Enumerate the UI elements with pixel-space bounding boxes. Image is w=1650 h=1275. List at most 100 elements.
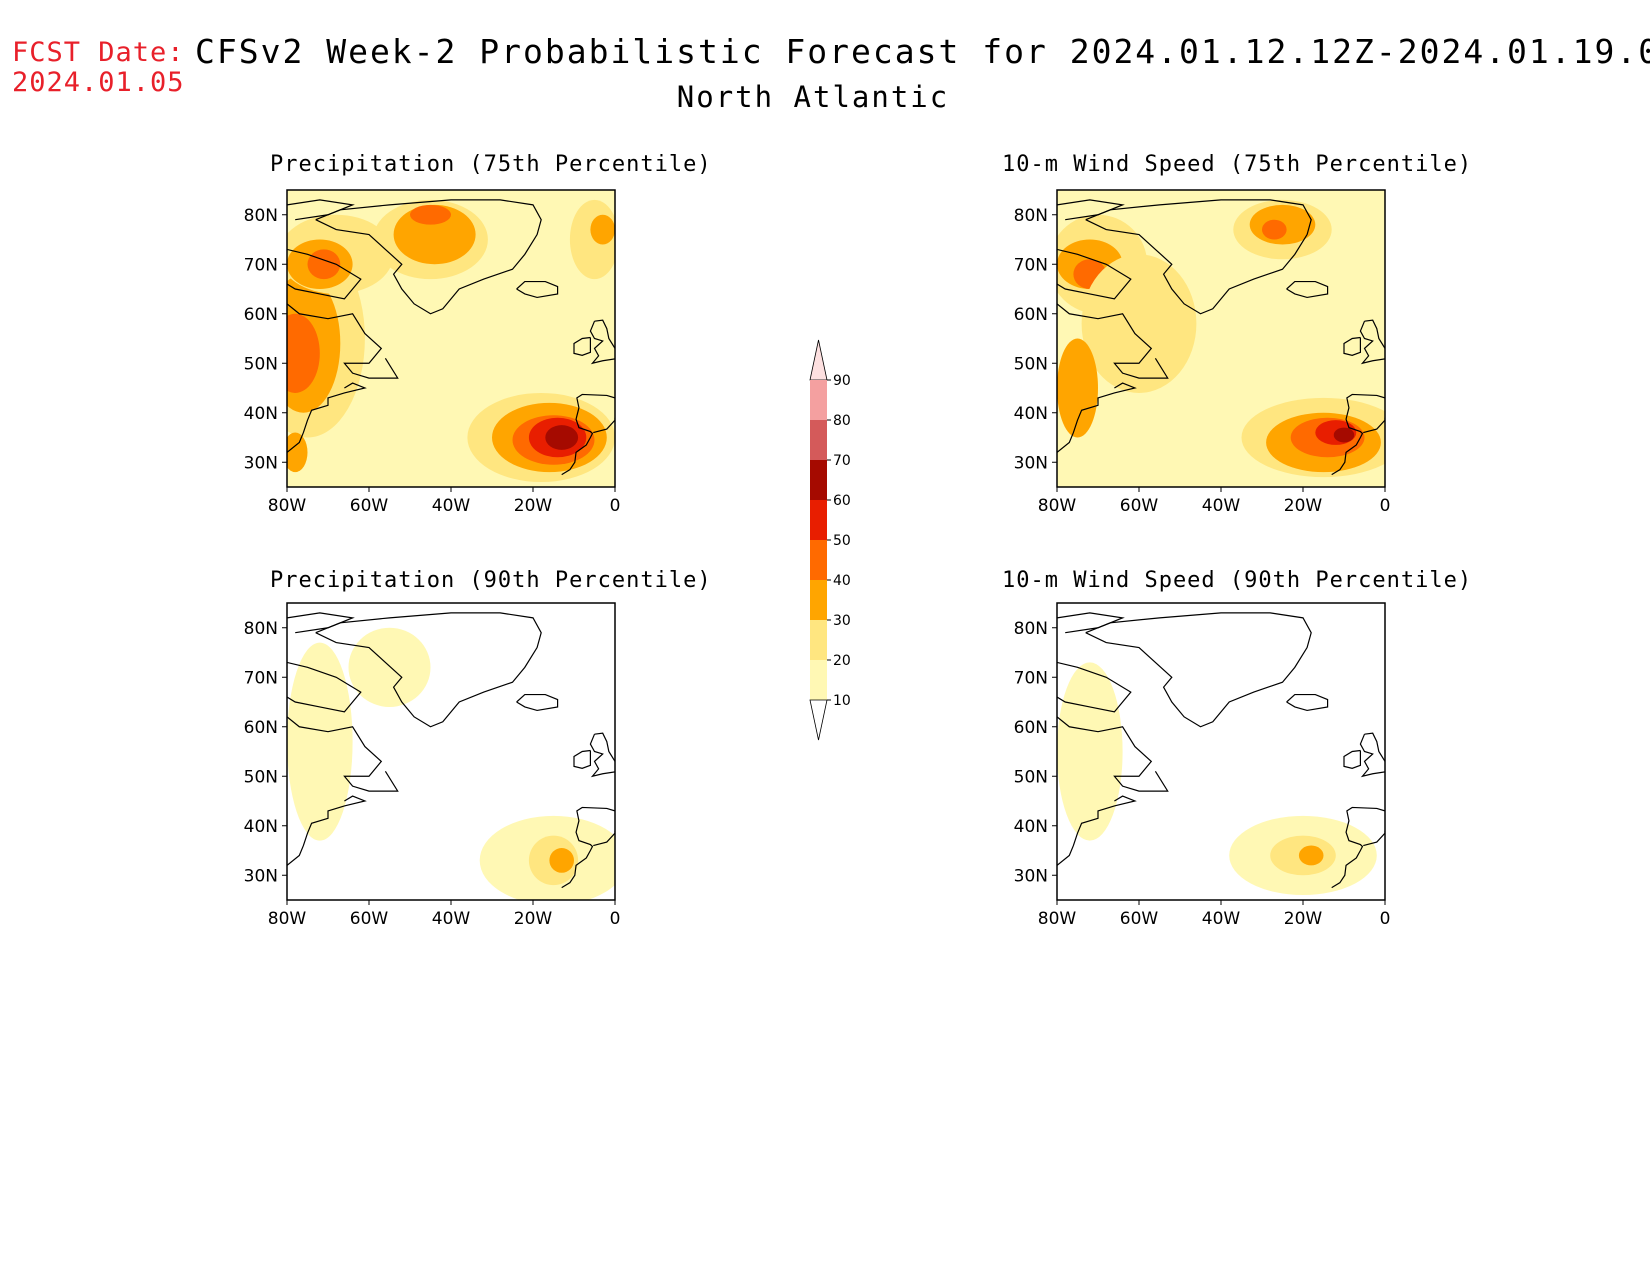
coastline xyxy=(1085,199,1312,315)
shading-level-20 xyxy=(1081,254,1197,393)
lat-tick-label: 50N xyxy=(1014,354,1048,374)
coastline xyxy=(1057,661,1132,713)
colorbar-tick-label: 20 xyxy=(833,653,850,669)
coastline xyxy=(287,248,362,300)
colorbar-tick-label: 50 xyxy=(833,533,850,549)
colorbar-swatch xyxy=(810,500,827,540)
lon-tick-label: 80W xyxy=(268,496,307,516)
lon-tick-label: 60W xyxy=(350,496,389,516)
lat-tick-label: 60N xyxy=(244,305,278,325)
shading-level-30 xyxy=(1057,338,1098,438)
colorbar-tick-label: 40 xyxy=(833,573,850,589)
lon-tick-label: 20W xyxy=(1284,496,1323,516)
shading-level-60 xyxy=(1333,427,1355,443)
lon-tick-label: 40W xyxy=(1202,496,1241,516)
lon-tick-label: 80W xyxy=(1038,909,1077,929)
colorbar-swatch xyxy=(810,620,827,660)
probability-shading xyxy=(1057,662,1377,896)
lat-tick-label: 40N xyxy=(1014,404,1048,424)
panel-title-wind-90: 10-m Wind Speed (90th Percentile) xyxy=(1002,568,1473,593)
lon-tick-label: 80W xyxy=(268,909,307,929)
lon-tick-label: 20W xyxy=(514,496,553,516)
lon-tick-label: 40W xyxy=(432,909,471,929)
coastline xyxy=(287,199,355,221)
colorbar-tick-label: 30 xyxy=(833,613,850,629)
lon-tick-label: 40W xyxy=(1202,909,1241,929)
panel-title-precip-90: Precipitation (90th Percentile) xyxy=(270,568,712,593)
map-precip-75: 80N 70N 60N 50N 40N 30N 80W 60W 40W 20W 0 xyxy=(244,189,621,516)
lon-tick-label: 40W xyxy=(432,496,471,516)
shading-level-30 xyxy=(549,848,574,873)
coastlines xyxy=(1057,612,1385,889)
shading-level-40 xyxy=(287,313,320,393)
colorbar-bottom-extension xyxy=(809,699,828,741)
coastline xyxy=(573,336,591,356)
lat-tick-label: 30N xyxy=(1014,866,1048,886)
lat-tick-label: 30N xyxy=(244,453,278,473)
lat-tick-label: 60N xyxy=(1014,718,1048,738)
colorbar-swatch xyxy=(810,460,827,500)
coastline xyxy=(287,612,355,634)
coastline xyxy=(1057,795,1137,866)
coastline xyxy=(593,417,615,434)
shading-level-30 xyxy=(1298,845,1324,866)
panel-title-wind-75: 10-m Wind Speed (75th Percentile) xyxy=(1002,152,1473,177)
lon-tick-label: 20W xyxy=(514,909,553,929)
lon-tick-label: 60W xyxy=(1120,909,1159,929)
lon-tick-label: 60W xyxy=(350,909,389,929)
lon-tick-label: 0 xyxy=(1380,909,1391,929)
region-label: North Atlantic xyxy=(676,80,950,114)
shading-level-10 xyxy=(287,642,353,841)
coastlines xyxy=(287,612,615,889)
coastline xyxy=(315,612,542,728)
probability-shading xyxy=(1057,190,1385,487)
lon-tick-label: 80W xyxy=(1038,496,1077,516)
colorbar-tick-label: 90 xyxy=(833,373,850,389)
coastline xyxy=(516,693,559,712)
coastline xyxy=(1057,382,1137,453)
coastline xyxy=(1359,732,1385,778)
lat-tick-label: 70N xyxy=(1014,255,1048,275)
coastline xyxy=(1359,319,1385,365)
shading-level-40 xyxy=(410,204,451,225)
coastline xyxy=(516,280,559,299)
coastline xyxy=(589,319,615,365)
coastline xyxy=(1057,716,1169,792)
coastline xyxy=(573,749,591,769)
lon-tick-label: 0 xyxy=(610,909,621,929)
map-wind-90: 80N 70N 60N 50N 40N 30N 80W 60W 40W 20W 0 xyxy=(1014,602,1391,929)
coastline xyxy=(1331,393,1385,476)
fcst-label: FCST Date: xyxy=(12,37,185,68)
lat-tick-label: 30N xyxy=(244,866,278,886)
lat-tick-label: 80N xyxy=(1014,206,1048,226)
probability-shading xyxy=(287,190,615,487)
coastline xyxy=(1363,830,1385,847)
coastline xyxy=(1057,199,1125,221)
coastline xyxy=(1343,336,1361,356)
lon-tick-label: 60W xyxy=(1120,496,1159,516)
lat-tick-label: 40N xyxy=(244,404,278,424)
colorbar-top-extension xyxy=(809,339,828,381)
coastlines xyxy=(1057,199,1385,476)
colorbar-tick-label: 70 xyxy=(833,453,850,469)
lat-tick-label: 80N xyxy=(244,619,278,639)
coastline xyxy=(1057,612,1125,634)
map-wind-75: 80N 70N 60N 50N 40N 30N 80W 60W 40W 20W 0 xyxy=(1014,189,1390,516)
coastline xyxy=(287,382,367,453)
map-precip-90: 80N 70N 60N 50N 40N 30N 80W 60W 40W 20W 0 xyxy=(244,602,621,929)
coastline xyxy=(593,830,615,847)
colorbar-swatch xyxy=(810,420,827,460)
coastline xyxy=(589,732,615,778)
coastline xyxy=(561,806,615,889)
coastlines xyxy=(287,199,615,476)
shading-level-60 xyxy=(545,425,579,450)
lat-tick-label: 60N xyxy=(1014,305,1048,325)
lon-tick-label: 0 xyxy=(610,496,621,516)
coastline xyxy=(1057,303,1169,379)
fcst-date: 2024.01.05 xyxy=(12,67,185,98)
coastline xyxy=(287,303,399,379)
forecast-date-label: FCST Date: 2024.01.05 xyxy=(12,38,185,98)
lat-tick-label: 70N xyxy=(244,255,278,275)
coastline xyxy=(1343,749,1361,769)
colorbar-swatch xyxy=(810,660,827,700)
